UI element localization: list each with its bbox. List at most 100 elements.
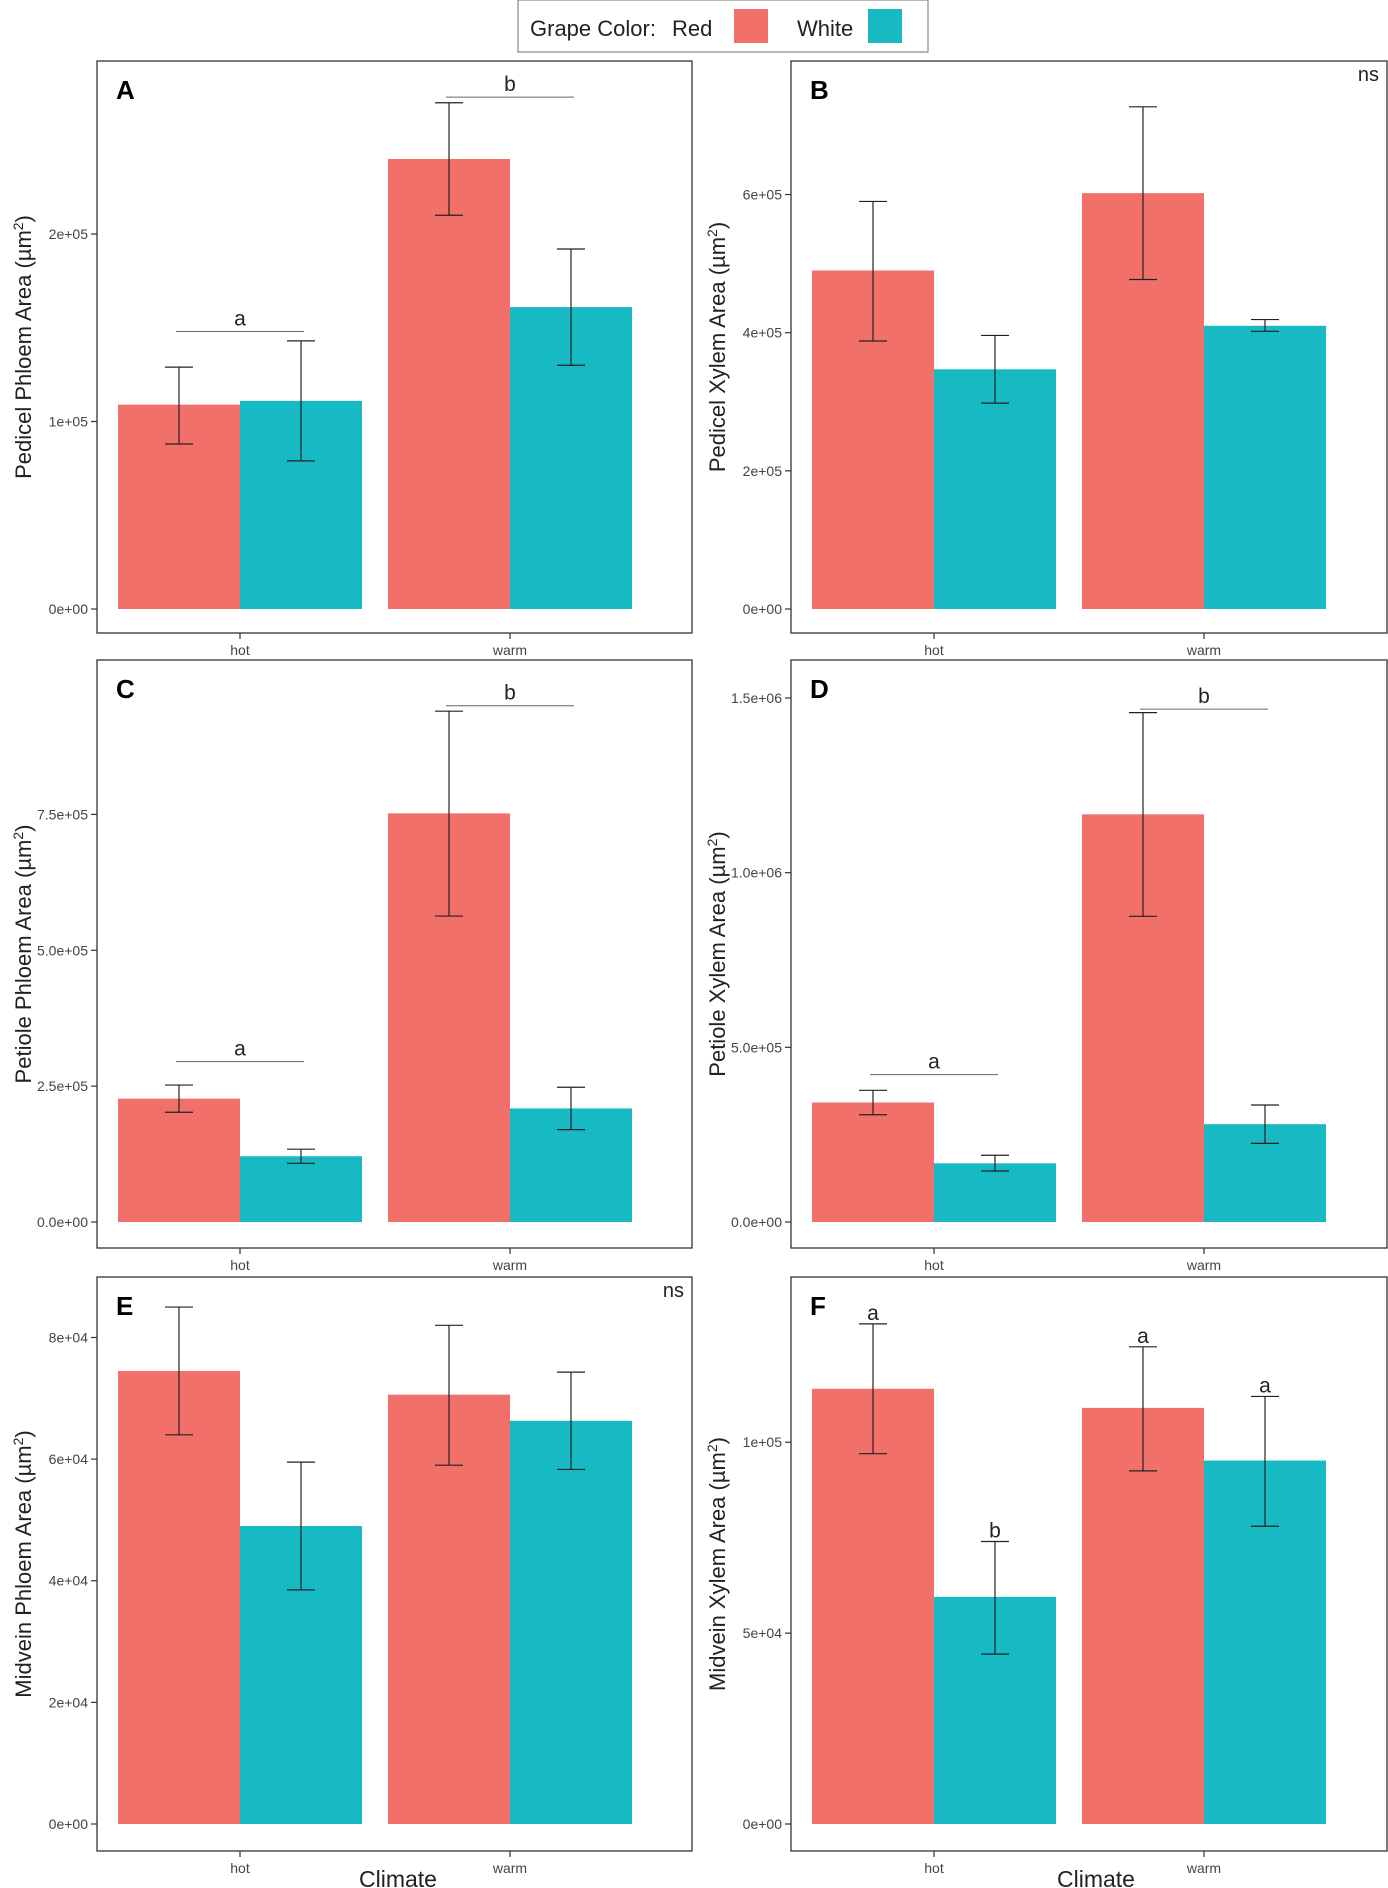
- error-bar-d-hot-red: [859, 1089, 887, 1116]
- panel-b: 0e+00 2e+05 4e+05 6e+05 Pedicel Xylem Area (…: [704, 60, 1388, 658]
- error-bar-d-warm-white: [1251, 1104, 1279, 1144]
- x-tick-label-f-hot: hot: [924, 1860, 944, 1876]
- legend-swatch-red: [734, 9, 768, 43]
- y-axis-label-a: Pedicel Phloem Area (µm2): [10, 215, 36, 479]
- x-tick-label-d-warm: warm: [1186, 1257, 1221, 1273]
- panel-label-f: F: [810, 1291, 826, 1321]
- x-tick-label-f-warm: warm: [1186, 1860, 1221, 1876]
- bar-d-hot-white: [934, 1163, 1056, 1222]
- bar-f-warm-red: [1082, 1407, 1204, 1824]
- panel-label-c: C: [116, 674, 135, 704]
- error-bar-f-warm-red: [1129, 1346, 1157, 1472]
- bar-f-hot-red: [812, 1388, 934, 1824]
- error-bar-e-warm-white: [557, 1371, 585, 1471]
- legend-label-red: Red: [672, 16, 712, 41]
- error-bar-a-warm-red: [435, 102, 463, 216]
- panel-f: 0e+00 5e+04 1e+05 Midvein Xylem Area (µm2) h…: [704, 1276, 1388, 1876]
- bar-a-warm-red: [388, 159, 510, 609]
- error-bar-c-warm-white: [557, 1086, 585, 1131]
- y-tick-label-b-1: 2e+05: [743, 463, 783, 479]
- panel-a: 0e+00 1e+05 2e+05 Pedicel Phloem Area (µm2)…: [10, 60, 693, 658]
- y-tick-label-c-0: 0.0e+00: [37, 1214, 88, 1230]
- error-bar-e-hot-red: [165, 1306, 193, 1436]
- ns-label-e: ns: [663, 1280, 684, 1302]
- error-bar-f-hot-white: [981, 1540, 1009, 1655]
- y-tick-label-b-2: 4e+05: [743, 325, 783, 341]
- error-bar-b-warm-white: [1251, 318, 1279, 332]
- legend-swatch-white: [868, 9, 902, 43]
- panel-label-e: E: [116, 1291, 133, 1321]
- legend: Grape Color: Red White: [517, 0, 929, 53]
- y-tick-label-b-3: 6e+05: [743, 187, 783, 203]
- error-bar-d-warm-red: [1129, 712, 1157, 917]
- y-tick-label-c-1: 2.5e+05: [37, 1078, 88, 1094]
- x-tick-label-e-warm: warm: [492, 1860, 527, 1876]
- y-tick-label-d-2: 1.0e+06: [731, 865, 782, 881]
- error-bar-b-hot-white: [981, 334, 1009, 404]
- error-bar-a-hot-red: [165, 366, 193, 445]
- y-tick-label-a-2: 2e+05: [49, 226, 89, 242]
- error-bar-c-hot-white: [287, 1148, 315, 1164]
- y-tick-label-b-0: 0e+00: [743, 601, 783, 617]
- signif-letter-f-1: b: [989, 1520, 1001, 1543]
- y-axis-label-e: Midvein Phloem Area (µm2): [10, 1430, 36, 1697]
- error-bar-a-warm-white: [557, 248, 585, 366]
- x-axis-title-right: Climate: [1057, 1866, 1135, 1888]
- signif-letter-a-1: b: [504, 73, 516, 96]
- error-bar-b-hot-red: [859, 200, 887, 342]
- signif-letter-c-0: a: [234, 1038, 246, 1061]
- ns-label-b: ns: [1358, 64, 1379, 86]
- error-bar-c-hot-red: [165, 1084, 193, 1113]
- legend-label-white: White: [797, 16, 853, 41]
- y-tick-label-e-4: 8e+04: [49, 1329, 89, 1345]
- signif-letter-c-1: b: [504, 682, 516, 705]
- x-tick-label-c-hot: hot: [230, 1257, 250, 1273]
- panels: 0e+00 1e+05 2e+05 Pedicel Phloem Area (µm2)…: [10, 60, 1388, 1876]
- error-bar-f-hot-red: [859, 1323, 887, 1455]
- error-bar-d-hot-white: [981, 1154, 1009, 1172]
- signif-letter-a-0: a: [234, 308, 246, 331]
- y-axis-label-b: Pedicel Xylem Area (µm2): [704, 222, 730, 472]
- legend-title: Grape Color:: [530, 16, 656, 41]
- x-tick-label-b-hot: hot: [924, 642, 944, 658]
- panel-e: 0e+00 2e+04 4e+04 6e+04 8e+04 Midvein Phloem …: [10, 1276, 693, 1876]
- signif-letter-d-0: a: [928, 1051, 940, 1074]
- bar-e-warm-red: [388, 1394, 510, 1824]
- bar-d-hot-red: [812, 1102, 934, 1222]
- y-tick-label-a-1: 1e+05: [49, 414, 89, 430]
- y-tick-label-f-1: 5e+04: [743, 1625, 783, 1641]
- y-tick-label-e-0: 0e+00: [49, 1816, 89, 1832]
- y-tick-label-c-3: 7.5e+05: [37, 806, 88, 822]
- x-tick-label-a-hot: hot: [230, 642, 250, 658]
- bar-e-warm-white: [510, 1420, 632, 1824]
- y-tick-label-e-1: 2e+04: [49, 1694, 89, 1710]
- y-tick-label-e-2: 4e+04: [49, 1573, 89, 1589]
- bar-e-hot-red: [118, 1370, 240, 1824]
- bar-c-hot-white: [240, 1156, 362, 1222]
- x-tick-label-a-warm: warm: [492, 642, 527, 658]
- y-tick-label-d-3: 1.5e+06: [731, 690, 782, 706]
- bar-c-hot-red: [118, 1098, 240, 1222]
- error-bar-e-warm-red: [435, 1324, 463, 1466]
- error-bar-f-warm-white: [1251, 1395, 1279, 1527]
- panel-d: 0.0e+00 5.0e+05 1.0e+06 1.5e+06 Petiole Xyle…: [704, 659, 1388, 1273]
- y-tick-label-f-2: 1e+05: [743, 1434, 783, 1450]
- x-tick-label-c-warm: warm: [492, 1257, 527, 1273]
- y-tick-label-f-0: 0e+00: [743, 1816, 783, 1832]
- x-tick-label-d-hot: hot: [924, 1257, 944, 1273]
- error-bar-e-hot-white: [287, 1461, 315, 1591]
- signif-letter-f-2: a: [1137, 1325, 1149, 1348]
- panel-label-b: B: [810, 75, 829, 105]
- y-axis-label-d: Petiole Xylem Area (µm2): [704, 831, 730, 1076]
- signif-letter-d-1: b: [1198, 685, 1210, 708]
- y-axis-label-f: Midvein Xylem Area (µm2): [704, 1437, 730, 1691]
- panel-label-d: D: [810, 674, 829, 704]
- y-tick-label-e-3: 6e+04: [49, 1451, 89, 1467]
- y-tick-label-c-2: 5.0e+05: [37, 942, 88, 958]
- bar-b-warm-white: [1204, 325, 1326, 609]
- y-tick-label-a-0: 0e+00: [49, 601, 89, 617]
- y-tick-label-d-0: 0.0e+00: [731, 1214, 782, 1230]
- y-tick-label-d-1: 5.0e+05: [731, 1039, 782, 1055]
